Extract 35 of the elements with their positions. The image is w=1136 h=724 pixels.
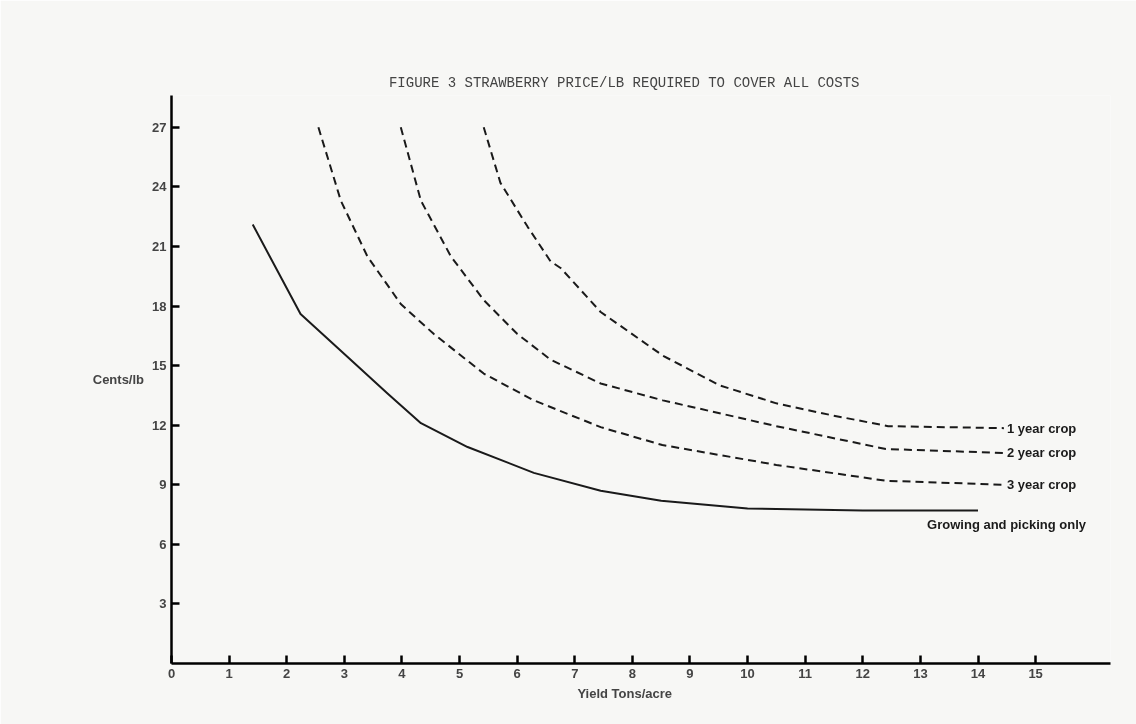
y-tick-label: 3: [159, 596, 167, 612]
y-tick-label: 15: [152, 358, 167, 374]
x-tick-label: 12: [855, 665, 871, 681]
x-tick-label: 11: [798, 665, 813, 681]
series-label: 3 year crop: [1006, 477, 1077, 493]
x-tick-label: 15: [1028, 665, 1043, 681]
y-tick-label: 9: [159, 477, 167, 493]
line-series: [399, 126, 1005, 454]
x-tick-label: 1: [225, 665, 233, 681]
series-label: 2 year crop: [1006, 445, 1077, 461]
x-tick-label: 9: [686, 665, 694, 681]
x-axis-title: Yield Tons/acre: [577, 685, 673, 701]
x-tick-label: 6: [513, 665, 521, 681]
y-tick-label: 12: [152, 417, 167, 433]
y-tick-label: 21: [152, 238, 167, 254]
x-tick-label: 4: [398, 665, 407, 681]
line-series: [251, 223, 979, 512]
y-tick-label: 24: [152, 179, 168, 195]
line-series: [482, 126, 1005, 430]
x-tick-label: 0: [167, 665, 176, 681]
x-tick-label: 3: [340, 665, 348, 681]
y-tick-label: 27: [152, 119, 167, 135]
x-tick-label: 10: [740, 665, 755, 681]
series-label: 1 year crop: [1006, 420, 1077, 436]
y-tick-label: 6: [159, 536, 167, 552]
x-tick-label: 14: [970, 665, 986, 681]
y-axis-title: Cents/lb: [92, 372, 145, 387]
y-tick-label: 18: [152, 298, 167, 314]
x-tick-label: 8: [628, 665, 636, 681]
x-tick-label: 13: [913, 665, 928, 681]
x-tick-label: 7: [571, 665, 579, 681]
series-label: Growing and picking only: [927, 516, 1087, 532]
chart-title: FIGURE 3 STRAWBERRY PRICE/LB REQUIRED TO COVER ALL COSTS: [388, 74, 860, 91]
x-tick-label: 2: [283, 665, 291, 681]
x-tick-label: 5: [455, 665, 464, 681]
